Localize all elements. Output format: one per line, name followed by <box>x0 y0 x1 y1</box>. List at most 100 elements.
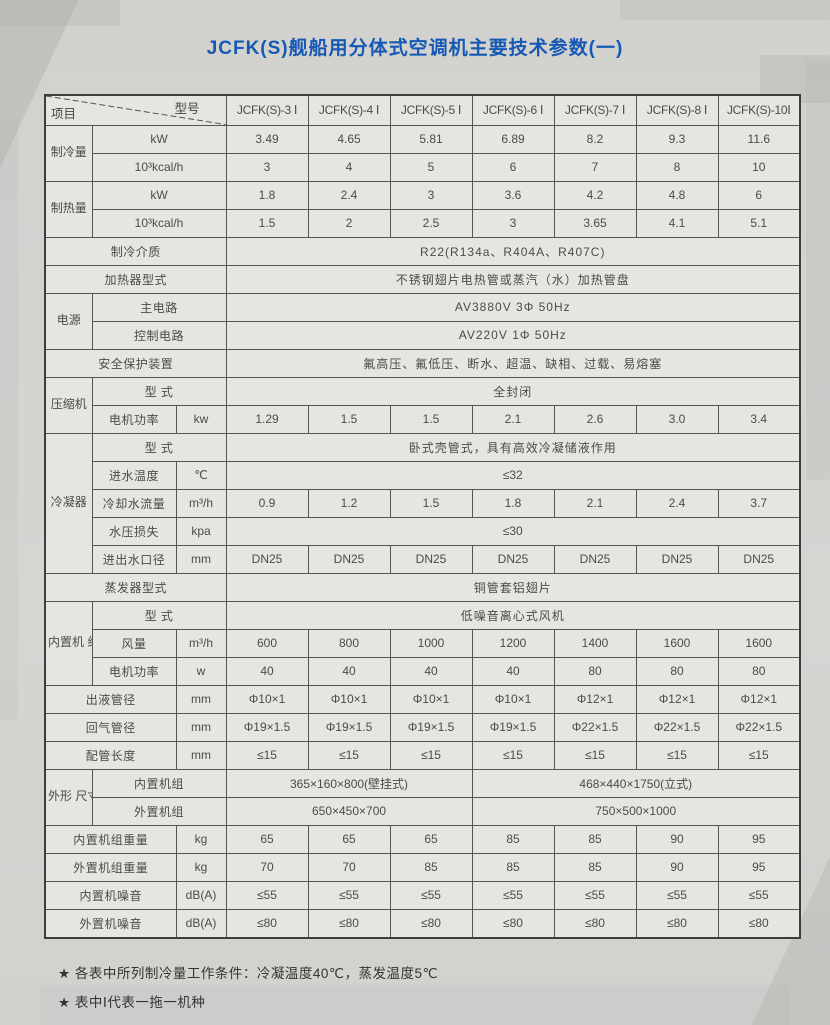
footnote-legend: ★ 表中Ⅰ代表一拖一机种 <box>58 995 206 1010</box>
unit-cell: mm <box>175 712 227 742</box>
label-cell: 加热器型式 <box>44 264 227 294</box>
label-cell: 进出水口径 <box>91 544 177 574</box>
scan-artifact <box>40 985 790 1025</box>
value-cell: 2.4 <box>307 180 391 210</box>
value-cell: Φ10×1 <box>389 684 473 714</box>
value-cell: 5.1 <box>717 208 801 238</box>
value-cell: 4.1 <box>635 208 719 238</box>
value-cell: 40 <box>225 656 309 686</box>
value-cell: 3.7 <box>717 488 801 518</box>
table-row: 电机功率 w 40 40 40 40 80 80 80 <box>45 656 801 686</box>
table-row: 压缩机型 式全封闭 <box>44 376 801 434</box>
value-cell: 2 <box>307 208 391 238</box>
value-cell: 1600 <box>717 628 801 658</box>
unit-cell: kg <box>175 852 227 882</box>
label-cell: 内置机组重量 <box>44 824 177 854</box>
value-cell: 468×440×1750(立式) <box>471 768 801 798</box>
value-cell: DN25 <box>307 544 391 574</box>
value-cell: 90 <box>635 824 719 854</box>
unit-cell: dB(A) <box>175 908 227 938</box>
value-cell: 1.5 <box>307 404 391 434</box>
value-cell: 40 <box>307 656 391 686</box>
value-cell: 低噪音离心式风机 <box>225 600 801 630</box>
table-row: 制冷量 kW 3.49 4.65 5.81 6.89 8.2 9.3 11.6 <box>44 124 801 182</box>
table-row: 水压损失 kpa ≤30 <box>45 516 801 546</box>
unit-cell: mm <box>175 684 227 714</box>
value-cell: Φ22×1.5 <box>635 712 719 742</box>
label-cell: 配管长度 <box>44 740 177 770</box>
unit-cell: 10³kcal/h <box>91 208 227 238</box>
group-label-cell: 外形 尺寸 <box>44 768 93 826</box>
value-cell: 3 <box>389 180 473 210</box>
unit-cell: 10³kcal/h <box>91 152 227 182</box>
group-label-cell: 制热量 <box>44 180 93 238</box>
value-cell: DN25 <box>717 544 801 574</box>
value-cell: 1.5 <box>389 488 473 518</box>
value-cell: ≤80 <box>717 908 801 938</box>
value-cell: 1.29 <box>225 404 309 434</box>
label-cell: 电机功率 <box>91 404 177 434</box>
value-cell: 不锈钢翅片电热管或蒸汽（水）加热管盘 <box>225 264 801 294</box>
value-cell: Φ19×1.5 <box>307 712 391 742</box>
value-cell: 650×450×700 <box>225 796 473 826</box>
table-row: 制冷介质 R22(R134a、R404A、R407C) <box>44 236 801 266</box>
value-cell: Φ12×1 <box>635 684 719 714</box>
label-cell: 主电路 <box>91 292 227 322</box>
value-cell: 40 <box>389 656 473 686</box>
table-row: 冷却水流量 m³/h 0.9 1.2 1.5 1.8 2.1 2.4 3.7 <box>45 488 801 518</box>
table-row: 蒸发器型式 铜管套铝翅片 <box>44 572 801 602</box>
model-header-cell: JCFK(S)-4 Ⅰ <box>307 94 391 126</box>
label-cell: 外置机组重量 <box>44 852 177 882</box>
label-cell: 外置机噪音 <box>44 908 177 938</box>
value-cell: 氟高压、氟低压、断水、超温、缺相、过载、易熔塞 <box>225 348 801 378</box>
group-label-cell: 内置机 组风机 <box>44 600 93 686</box>
footnote-conditions: ★ 各表中所列制冷量工作条件：冷凝温度40℃，蒸发温度5℃ <box>58 966 439 981</box>
label-cell: 出液管径 <box>44 684 177 714</box>
unit-cell: dB(A) <box>175 880 227 910</box>
value-cell: 3 <box>225 152 309 182</box>
unit-cell: m³/h <box>175 628 227 658</box>
value-cell: ≤15 <box>225 740 309 770</box>
value-cell: DN25 <box>389 544 473 574</box>
value-cell: 65 <box>307 824 391 854</box>
corner-item-label: 项目 <box>51 106 77 121</box>
value-cell: 85 <box>389 852 473 882</box>
value-cell: 4 <box>307 152 391 182</box>
value-cell: ≤55 <box>471 880 555 910</box>
value-cell: 3.0 <box>635 404 719 434</box>
value-cell: AV220V 1Φ 50Hz <box>225 320 801 350</box>
value-cell: 10 <box>717 152 801 182</box>
table-row: 外置机噪音 dB(A) ≤80 ≤80 ≤80 ≤80 ≤80 ≤80 ≤80 <box>44 908 801 938</box>
value-cell: 70 <box>307 852 391 882</box>
scan-artifact <box>620 0 830 20</box>
value-cell: 80 <box>635 656 719 686</box>
table-row: 回气管径 mm Φ19×1.5 Φ19×1.5 Φ19×1.5 Φ19×1.5 Φ22×1.… <box>44 712 801 742</box>
value-cell: 9.3 <box>635 124 719 154</box>
value-cell: Φ12×1 <box>553 684 637 714</box>
label-cell: 蒸发器型式 <box>44 572 227 602</box>
value-cell: 3.4 <box>717 404 801 434</box>
value-cell: 3.6 <box>471 180 555 210</box>
value-cell: 2.4 <box>635 488 719 518</box>
value-cell: 1200 <box>471 628 555 658</box>
value-cell: 3.65 <box>553 208 637 238</box>
corner-header-cell: 项目 型号 <box>44 94 227 126</box>
table-row: 外形 尺寸内置机组365×160×800(壁挂式)468×440×1750(立式… <box>44 768 801 826</box>
value-cell: DN25 <box>471 544 555 574</box>
value-cell: 5 <box>389 152 473 182</box>
scan-artifact <box>0 120 18 720</box>
value-cell: ≤80 <box>307 908 391 938</box>
value-cell: 800 <box>307 628 391 658</box>
value-cell: DN25 <box>225 544 309 574</box>
value-cell: 95 <box>717 824 801 854</box>
scan-artifact <box>0 0 120 26</box>
unit-cell: kw <box>175 404 227 434</box>
corner-model-label: 型号 <box>174 102 200 116</box>
table-row: 内置机噪音 dB(A) ≤55 ≤55 ≤55 ≤55 ≤55 ≤55 ≤55 <box>44 880 801 910</box>
value-cell: 1.8 <box>471 488 555 518</box>
value-cell: Φ19×1.5 <box>471 712 555 742</box>
model-header-cell: JCFK(S)-6 Ⅰ <box>471 94 555 126</box>
table-row: 内置机组重量 kg 65 65 65 85 85 90 95 <box>44 824 801 854</box>
